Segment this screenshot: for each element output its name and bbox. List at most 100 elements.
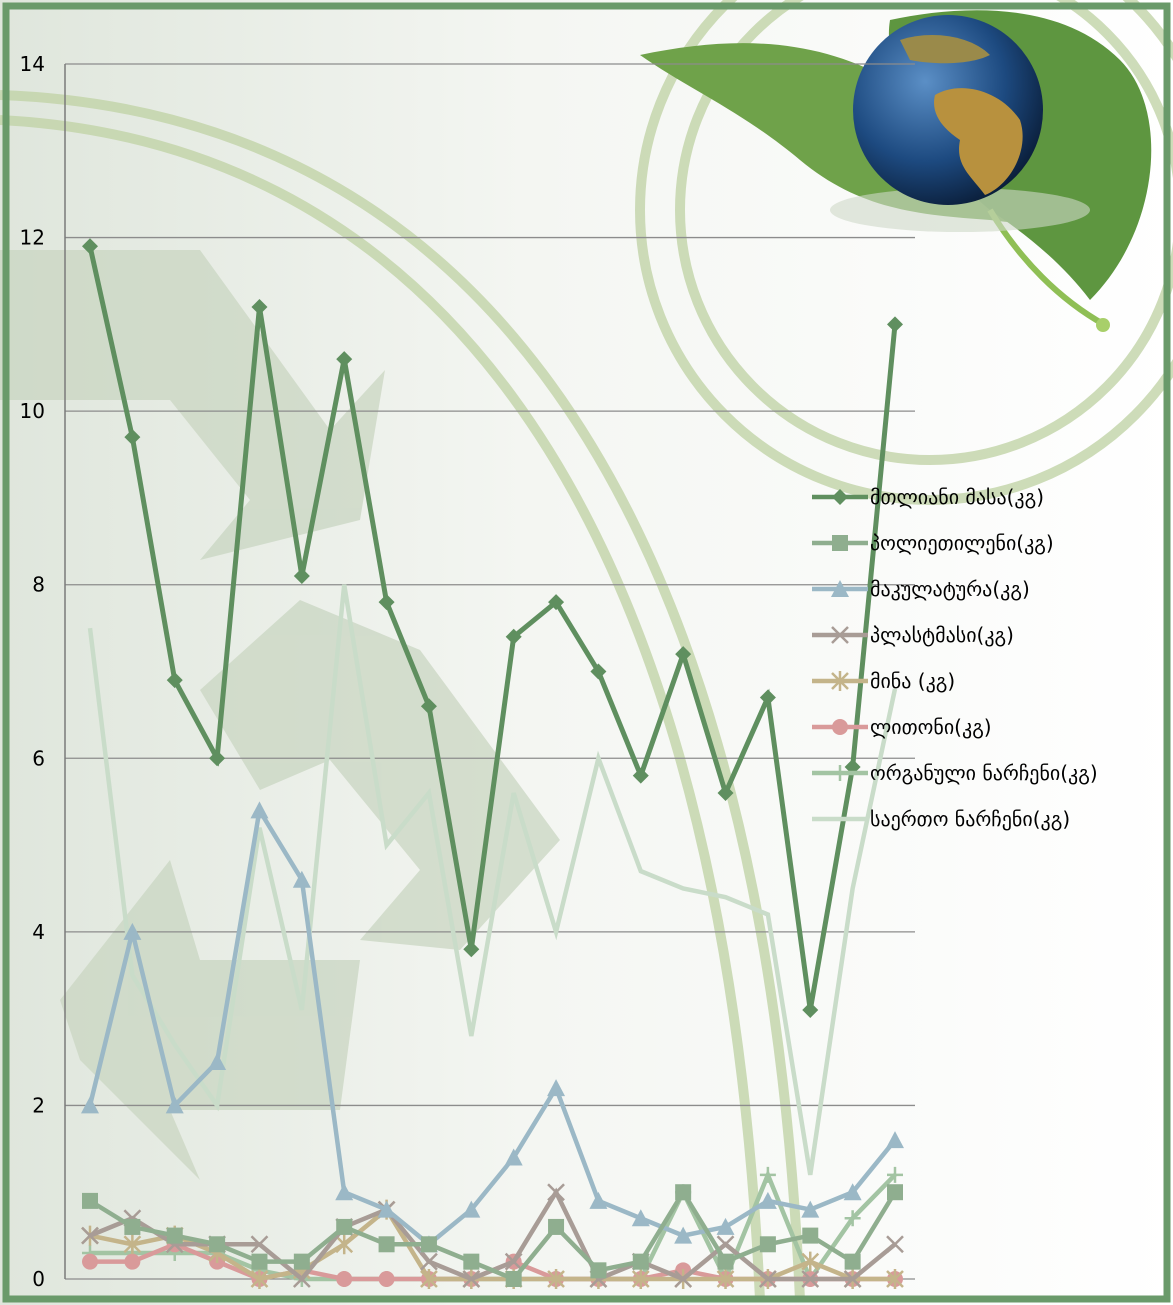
data-point — [505, 628, 522, 645]
data-point — [82, 238, 98, 255]
y-tick-label: 2 — [32, 1093, 45, 1117]
data-point — [251, 1253, 268, 1270]
data-point — [462, 1200, 481, 1218]
data-point — [801, 1200, 820, 1218]
series-lines — [81, 238, 904, 1289]
legend-label: მაკულატურა(კგ) — [870, 577, 1030, 601]
legend-item: მთლიანი მასა(კგ) — [812, 485, 1044, 509]
data-point — [250, 1269, 269, 1289]
legend-swatch-marker — [831, 580, 849, 597]
series-line — [89, 1206, 895, 1282]
data-point — [336, 351, 353, 368]
legend-label: ორგანული ნარჩენი(კგ) — [870, 761, 1098, 785]
data-point — [632, 1253, 649, 1270]
data-point — [335, 1183, 354, 1201]
legend-item: ლითონი(კგ) — [812, 715, 992, 739]
legend-item: ორგანული ნარჩენი(კგ) — [812, 761, 1098, 785]
data-point — [886, 1235, 904, 1254]
data-point — [378, 1236, 395, 1253]
legend-label: მთლიანი მასა(კგ) — [870, 485, 1044, 509]
data-point — [336, 1271, 353, 1287]
data-point — [293, 1253, 310, 1270]
legend-label: მინა (კგ) — [870, 669, 955, 693]
series-1 — [82, 1184, 903, 1287]
data-point — [462, 1270, 481, 1288]
y-tick-label: 0 — [32, 1267, 45, 1291]
data-point — [548, 594, 565, 611]
data-point — [420, 698, 437, 715]
data-point — [165, 1096, 184, 1114]
data-point — [208, 1053, 227, 1071]
y-tick-label: 8 — [32, 573, 45, 597]
data-point — [590, 1262, 607, 1279]
legend-label: საერთო ნარჩენი(კგ) — [870, 807, 1070, 831]
data-point — [420, 1252, 438, 1271]
data-point — [250, 1235, 269, 1254]
y-tick-label: 4 — [32, 920, 45, 944]
legend-swatch-marker — [832, 719, 848, 735]
data-point — [843, 1183, 862, 1201]
data-point — [293, 568, 310, 585]
series-7 — [87, 584, 898, 1176]
data-point — [844, 1253, 861, 1270]
data-point — [81, 1226, 99, 1245]
data-point — [887, 1184, 903, 1201]
data-point — [292, 1270, 311, 1288]
legend-item: პლასტმასი(კგ) — [812, 623, 1014, 647]
data-point — [590, 663, 607, 680]
data-point — [124, 429, 141, 446]
data-point — [717, 785, 734, 801]
legend-label: პოლიეთილენი(კგ) — [870, 531, 1054, 555]
y-tick-label: 10 — [20, 399, 45, 423]
data-point — [675, 646, 692, 663]
y-tick-label: 14 — [20, 52, 45, 76]
data-point — [250, 801, 269, 819]
data-point — [463, 941, 480, 958]
legend-item: მინა (კგ) — [812, 669, 955, 693]
data-point — [82, 1253, 98, 1270]
data-point — [504, 1148, 523, 1166]
data-point — [505, 1271, 522, 1287]
data-point — [251, 299, 268, 315]
legend-label: პლასტმასი(კგ) — [870, 623, 1014, 647]
data-point — [887, 316, 903, 333]
leaf-globe-image — [640, 10, 1152, 332]
legend-swatch-marker — [831, 626, 849, 644]
data-point — [675, 1184, 692, 1201]
series-line — [87, 245, 898, 1011]
legend-item: მაკულატურა(კგ) — [812, 577, 1030, 601]
data-point — [336, 1218, 353, 1235]
legend-item: საერთო ნარჩენი(კგ) — [812, 807, 1070, 831]
data-point — [759, 1270, 777, 1288]
data-point — [887, 1166, 903, 1183]
legend-swatch-marker — [832, 535, 848, 551]
series-line — [87, 804, 897, 1248]
data-point — [124, 1253, 141, 1270]
data-point — [716, 1269, 735, 1289]
data-point — [292, 870, 311, 888]
data-point — [166, 1227, 183, 1244]
data-point — [463, 1253, 480, 1270]
data-point — [758, 1191, 777, 1209]
legend-label: ლითონი(კგ) — [870, 715, 992, 739]
data-point — [420, 1269, 438, 1289]
data-point — [420, 1236, 437, 1253]
data-point — [759, 1236, 776, 1253]
data-point — [844, 1210, 861, 1227]
data-point — [124, 1218, 141, 1235]
data-point — [548, 1218, 565, 1235]
data-point — [674, 1226, 693, 1244]
data-point — [674, 1270, 693, 1288]
data-point — [717, 1253, 734, 1270]
data-point — [716, 1217, 735, 1235]
series-2 — [81, 801, 904, 1253]
series-line — [87, 584, 898, 1176]
data-point — [547, 1079, 566, 1097]
y-tick-label: 12 — [20, 226, 45, 250]
legend-item: პოლიეთილენი(კგ) — [812, 531, 1054, 555]
data-point — [209, 1236, 226, 1253]
data-point — [886, 1131, 904, 1149]
